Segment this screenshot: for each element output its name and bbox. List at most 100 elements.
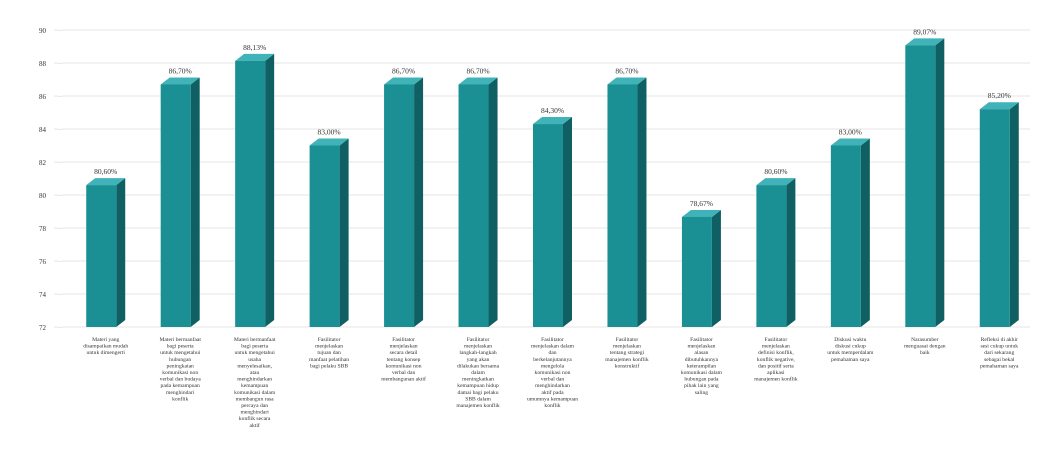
bar-front (235, 60, 266, 327)
category-label-line: peningkatan (167, 363, 195, 369)
category-label-line: konflik secara (239, 415, 271, 422)
bar-front (607, 84, 638, 327)
category-label-line: bagi pelaku SBB (310, 363, 348, 369)
category-label-line: kemampuan (241, 383, 269, 389)
category-label-line: dan positif serta (758, 362, 794, 369)
category-label-line: komunikasi dalam (234, 390, 276, 396)
category-label-line: usaha (248, 357, 261, 363)
category-label-line: atau (250, 370, 260, 376)
category-label-line: manajemen konflik (456, 402, 500, 409)
category-label-line: dari sekarang (984, 350, 1014, 356)
gridline-stub (53, 227, 63, 229)
bar-front (384, 84, 415, 327)
data-label: 78,67% (690, 199, 713, 208)
category-label-line: untuk memperdalam (827, 350, 874, 356)
category-label-line: bagi peserta (167, 344, 194, 350)
category-label-line: hubungan pada (684, 377, 719, 383)
bar-side (786, 178, 796, 327)
category-label-line: keterampilan (687, 363, 716, 369)
bar (458, 77, 498, 327)
category-label-line: aplikasi (767, 370, 785, 376)
category-label-line: saling (695, 390, 709, 396)
gridline-stub (53, 62, 63, 64)
bar-top (905, 38, 945, 46)
category-label-line: menyelesaikan, (237, 363, 272, 369)
category-label-line: damai bagi pelaku (458, 390, 499, 396)
category-label-line: SBB dalam (465, 396, 491, 402)
category-label-line: konflik (544, 402, 560, 409)
data-label: 86,70% (615, 66, 638, 75)
category-label: Fasilitator menjelaskan dalam dan berkelanj… (527, 337, 578, 409)
bar-side (265, 53, 275, 327)
category-label: Fasilitator menjelaskan tujuan dan manfaat … (309, 337, 349, 369)
gridline-stub (53, 326, 63, 328)
bar-top (979, 102, 1019, 110)
category-label-line: dan (548, 350, 556, 356)
gridline-stub (53, 29, 63, 31)
category-label-line: kemampuan hidup (457, 383, 499, 389)
bar-top (756, 178, 796, 186)
category-label-line: berkelanjutannya (533, 357, 572, 363)
category-label: Refleksi di akhir sesi cukup untuk dari se… (980, 336, 1019, 369)
y-tick-label: 86 (39, 93, 47, 101)
bar (756, 178, 796, 327)
category-label: Fasilitator menjelaskan tentang strategi ma… (605, 337, 649, 369)
data-label: 86,70% (392, 66, 415, 75)
category-label-line: disampaikan mudah (83, 344, 128, 350)
category-label-line: verbal dan (392, 370, 416, 376)
category-label-line: yang akan (467, 357, 490, 363)
category-label: Fasilitator menjelaskan secara detail tenta… (381, 337, 426, 383)
category-label-line: komunikasi non (162, 370, 198, 376)
category-label-line: konstruktif (615, 362, 640, 369)
data-label: 85,20% (988, 91, 1011, 100)
data-label: 88,13% (243, 43, 266, 52)
bar-side (488, 77, 498, 327)
category-label-line: menjelaskan (613, 344, 641, 350)
category-label-line: umumnya kemampuan (527, 396, 578, 402)
category-label-line: pihak lain yang (684, 383, 719, 389)
category-label-line: Materi yang (92, 337, 119, 343)
category-label-line: langkah-langkah (459, 350, 496, 356)
category-label-line: Fasilitator (318, 337, 341, 343)
category-label-line: manajemen konflik (754, 376, 798, 383)
bar-top (235, 53, 275, 61)
bar-top (309, 138, 349, 146)
category-label-line: verbal dan (541, 377, 565, 383)
y-tick-label: 82 (39, 159, 47, 167)
bar (905, 38, 945, 327)
data-label: 83,00% (318, 128, 341, 137)
category-label-line: Fasilitator (765, 337, 788, 343)
category-label-line: meningkatkan (462, 377, 494, 383)
bar-side (637, 77, 647, 327)
gridline-stub (53, 161, 63, 163)
category-label-line: pemahaman saya (980, 363, 1019, 369)
y-tick-label: 76 (39, 258, 47, 266)
bar (309, 138, 349, 327)
category-label-line: dibutuhkannya (685, 357, 719, 363)
category-label-line: Fasilitator (616, 337, 639, 343)
category-label-line: Diskusi waktu (834, 337, 866, 343)
category-label-line: Fasilitator (541, 337, 564, 343)
bar-side (116, 178, 126, 327)
category-label-line: sebagai bekal (984, 357, 1015, 363)
category-label-line: Fasilitator (392, 337, 415, 343)
category-label-line: Materi bermanfaat (159, 336, 201, 343)
category-label-line: mengelola (541, 363, 565, 369)
category-label-line: menjelaskan (390, 344, 418, 350)
category-label-line: aktif pada (541, 389, 564, 396)
category-label-line: Materi bermanfaat (234, 336, 276, 343)
bar-side (339, 138, 349, 327)
category-label: Materi bermanfaat bagi peserta untuk menge… (234, 336, 276, 429)
y-tick-label: 74 (39, 291, 47, 299)
bar-top (86, 178, 126, 186)
category-label-line: pemahaman saya (831, 357, 870, 363)
gridline-stub (53, 260, 63, 262)
bar-top (384, 77, 424, 85)
bar-side (711, 209, 721, 327)
bar-front (309, 145, 340, 327)
category-label-line: hubungan (169, 357, 191, 363)
bar (979, 102, 1019, 327)
category-label-line: komunikasi non (386, 363, 422, 369)
category-label-line: baik (920, 350, 930, 356)
